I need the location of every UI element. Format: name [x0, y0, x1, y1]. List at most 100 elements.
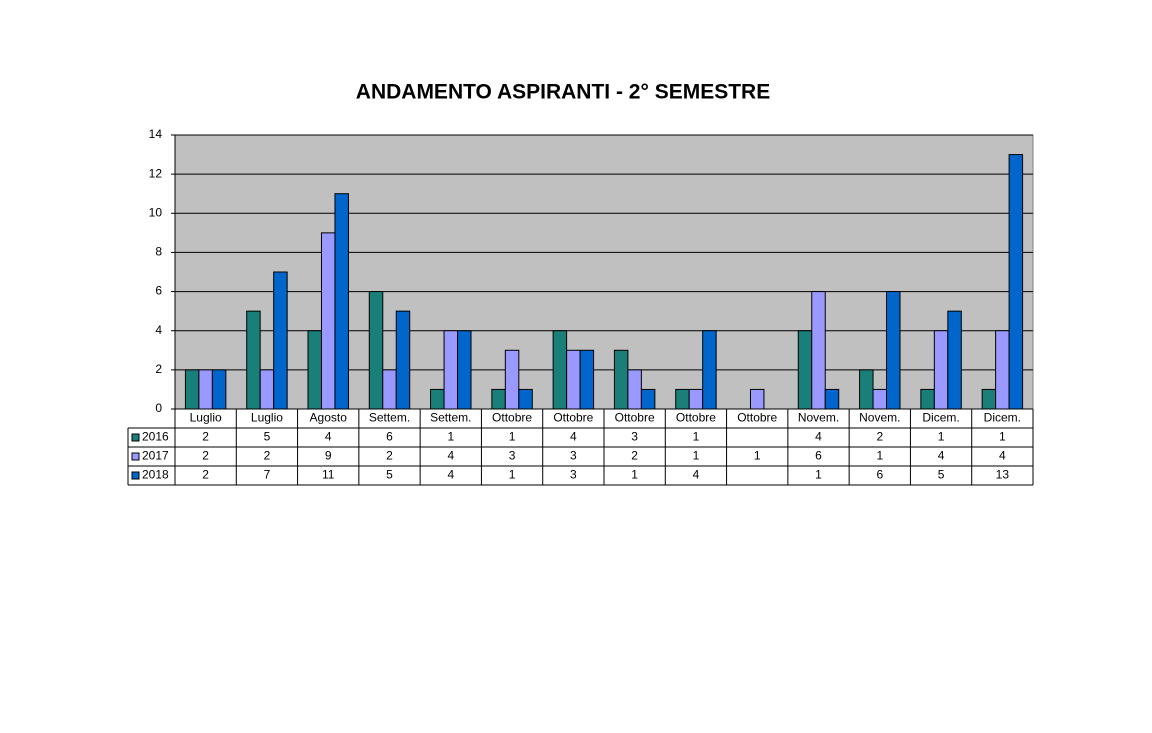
- y-tick-label: 12: [149, 166, 163, 180]
- table-value: 3: [570, 468, 577, 482]
- bar: [797, 330, 813, 410]
- chart-title: ANDAMENTO ASPIRANTI - 2° SEMESTRE: [356, 81, 770, 104]
- table-value: 1: [938, 430, 945, 444]
- table-value: 2: [202, 430, 209, 444]
- bar: [859, 369, 874, 410]
- y-tick-label: 2: [155, 362, 162, 376]
- table-value: 2: [631, 449, 638, 463]
- y-tick-label: 6: [155, 284, 162, 298]
- x-tick-label: Agosto: [310, 411, 348, 425]
- table-value: 4: [815, 430, 822, 444]
- bar: [273, 271, 288, 410]
- bar: [184, 369, 200, 410]
- x-tick-label: Luglio: [251, 411, 283, 425]
- table-value: 2: [264, 449, 271, 463]
- bar: [947, 310, 962, 410]
- table-value: 3: [631, 430, 638, 444]
- table-value: 3: [570, 449, 577, 463]
- bar: [430, 388, 445, 410]
- bar: [872, 388, 888, 410]
- x-tick-label: Ottobre: [676, 411, 716, 425]
- table-value: 4: [325, 430, 332, 444]
- legend-label: 2018: [142, 468, 169, 482]
- bar: [933, 330, 949, 410]
- bar: [627, 369, 642, 410]
- x-tick-label: Settem.: [430, 411, 471, 425]
- table-value: 2: [386, 449, 393, 463]
- table-value: 9: [325, 449, 332, 463]
- legend-swatch: [131, 433, 140, 442]
- bar: [259, 369, 275, 410]
- y-tick-label: 4: [155, 323, 162, 337]
- table-value: 2: [202, 449, 209, 463]
- table-value: 5: [386, 468, 393, 482]
- bar: [518, 388, 533, 410]
- bar: [552, 330, 568, 410]
- bar: [395, 310, 411, 410]
- table-value: 4: [570, 430, 577, 444]
- table-value: 1: [754, 449, 761, 463]
- table-value: 1: [815, 468, 822, 482]
- bar: [334, 193, 349, 410]
- table-value: 7: [264, 468, 271, 482]
- bar: [1008, 154, 1024, 410]
- x-tick-label: Dicem.: [984, 411, 1021, 425]
- table-value: 1: [876, 449, 883, 463]
- y-tick-label: 0: [155, 401, 162, 415]
- bar: [640, 388, 656, 410]
- table-value: 1: [631, 468, 638, 482]
- bar: [307, 330, 322, 410]
- table-value: 13: [996, 468, 1010, 482]
- table-value: 4: [447, 468, 454, 482]
- table-value: 1: [693, 449, 700, 463]
- bar: [504, 349, 520, 410]
- x-tick-label: Settem.: [369, 411, 410, 425]
- y-tick-label: 14: [149, 127, 163, 141]
- table-value: 6: [386, 430, 393, 444]
- table-value: 5: [264, 430, 271, 444]
- bar: [368, 291, 384, 410]
- bar: [749, 388, 765, 410]
- bar: [981, 388, 997, 410]
- x-tick-label: Novem.: [798, 411, 839, 425]
- y-tick-label: 10: [149, 205, 163, 219]
- table-value: 11: [322, 468, 335, 482]
- table-value: 2: [876, 430, 883, 444]
- table-value: 2: [202, 468, 209, 482]
- table-value: 1: [447, 430, 454, 444]
- x-tick-label: Ottobre: [615, 411, 655, 425]
- bar: [443, 330, 459, 410]
- table-value: 1: [509, 468, 516, 482]
- table-value: 1: [509, 430, 516, 444]
- table-value: 1: [693, 430, 700, 444]
- table-value: 5: [938, 468, 945, 482]
- x-tick-label: Ottobre: [492, 411, 532, 425]
- x-tick-label: Ottobre: [553, 411, 593, 425]
- x-tick-label: Luglio: [190, 411, 222, 425]
- legend-label: 2017: [142, 449, 169, 463]
- table-value: 4: [447, 449, 454, 463]
- table-value: 4: [938, 449, 945, 463]
- table-value: 1: [999, 430, 1006, 444]
- table-value: 3: [509, 449, 516, 463]
- plot-area: [174, 134, 1034, 410]
- table-value: 6: [876, 468, 883, 482]
- bar: [688, 388, 704, 410]
- bar: [491, 388, 506, 410]
- table-value: 4: [693, 468, 700, 482]
- bar: [675, 388, 690, 410]
- legend-label: 2016: [142, 430, 169, 444]
- table-value: 6: [815, 449, 822, 463]
- bar: [824, 388, 840, 410]
- legend-swatch: [131, 452, 140, 461]
- x-tick-label: Novem.: [859, 411, 900, 425]
- bar: [320, 232, 336, 410]
- bar: [211, 369, 227, 410]
- bar: [702, 330, 717, 410]
- bar: [382, 369, 397, 410]
- bar: [886, 291, 901, 410]
- table-value: 4: [999, 449, 1006, 463]
- x-tick-label: Ottobre: [737, 411, 777, 425]
- bar: [811, 291, 826, 410]
